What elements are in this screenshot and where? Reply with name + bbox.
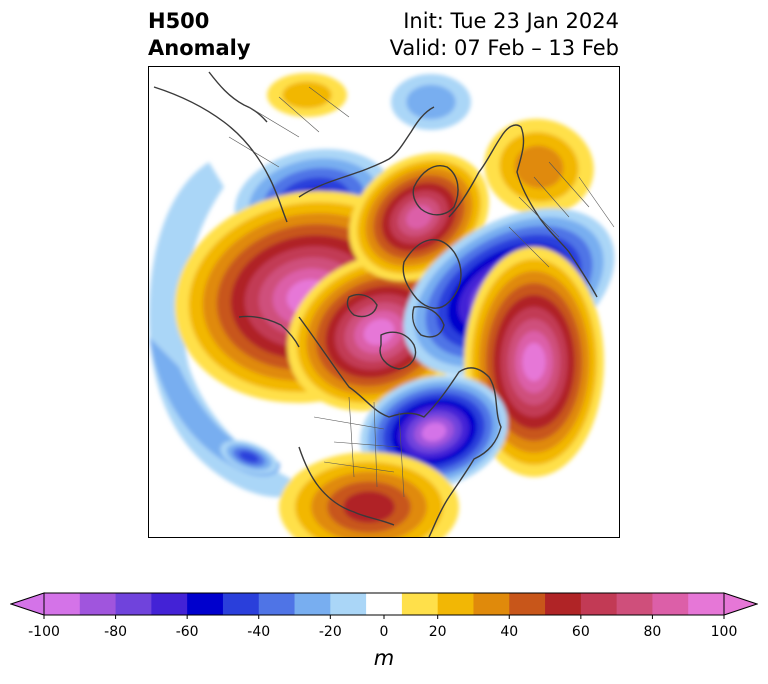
scandinavia-ridge-band bbox=[406, 205, 432, 229]
colorbar-segment bbox=[473, 593, 510, 615]
colorbar-low-extend bbox=[10, 592, 45, 616]
scandinavia-coast bbox=[412, 165, 459, 216]
greenland bbox=[402, 239, 462, 309]
colorbar-tick-label: 20 bbox=[428, 624, 447, 640]
map-canvas bbox=[149, 71, 615, 537]
colorbar-segment bbox=[258, 593, 296, 615]
colorbar-segment bbox=[509, 593, 546, 615]
border-lines-eu bbox=[508, 161, 615, 268]
siberia-coast bbox=[298, 106, 435, 198]
colorbar-segment bbox=[151, 593, 188, 615]
colorbar-tick-label: 80 bbox=[643, 624, 662, 640]
colorbar-segment bbox=[545, 593, 582, 615]
title-line-1: H500 bbox=[148, 9, 210, 33]
valid-range: Valid: 07 Feb – 13 Feb bbox=[389, 36, 619, 60]
mediterranean-ridge-band bbox=[514, 145, 564, 189]
colorbar-segment bbox=[79, 593, 117, 615]
north-atlantic-ridge-band bbox=[522, 342, 546, 382]
chart-title-block: H500 Anomaly bbox=[148, 8, 251, 62]
mexico-coast bbox=[298, 446, 395, 526]
colorbar-segment bbox=[437, 593, 474, 615]
colorbar-segment bbox=[580, 593, 618, 615]
colorbar-segment bbox=[115, 593, 152, 615]
colorbar-tick-label: -100 bbox=[28, 624, 60, 640]
arctic-islands bbox=[346, 293, 378, 318]
southern-us-ridge-band bbox=[343, 491, 395, 523]
hudson-bay bbox=[379, 331, 417, 370]
anomaly-map bbox=[148, 66, 620, 538]
europe-coast bbox=[448, 124, 598, 298]
colorbar-segment bbox=[401, 593, 439, 615]
north-america-coast bbox=[298, 316, 502, 537]
baffin-island bbox=[412, 305, 445, 338]
colorbar bbox=[10, 592, 758, 619]
colorbar-segment bbox=[652, 593, 689, 615]
colorbar-tick-label: 40 bbox=[500, 624, 519, 640]
title-line-2: Anomaly bbox=[148, 36, 251, 60]
country-borders bbox=[228, 86, 615, 498]
central-asia-ridge-band bbox=[282, 81, 332, 109]
border-lines-asia bbox=[228, 86, 350, 168]
colorbar-segment bbox=[616, 593, 653, 615]
colorbar-unit-label: m bbox=[373, 646, 395, 670]
coastlines bbox=[153, 71, 598, 537]
colorbar-tick-labels: -100 -80 -60 -40 -20 0 20 40 60 80 100 bbox=[0, 620, 768, 650]
asia-coast bbox=[153, 86, 288, 223]
anomaly-shading bbox=[149, 73, 615, 537]
colorbar-tick-label: -80 bbox=[104, 624, 128, 640]
colorbar-tick-label: -60 bbox=[175, 624, 199, 640]
forecast-info-block: Init: Tue 23 Jan 2024 Valid: 07 Feb – 13… bbox=[390, 8, 619, 62]
colorbar-segment bbox=[44, 593, 81, 615]
border-lines-na bbox=[313, 396, 405, 498]
colorbar-tick-label: -40 bbox=[247, 624, 271, 640]
colorbar-segment bbox=[330, 593, 367, 615]
init-date: Init: Tue 23 Jan 2024 bbox=[403, 9, 619, 33]
north-pacific-trough-band bbox=[239, 451, 259, 463]
colorbar-high-extend bbox=[723, 592, 758, 616]
colorbar-tick-label: 60 bbox=[571, 624, 590, 640]
arctic-siberia-ridge-2-band bbox=[363, 318, 395, 346]
eastern-north-america-trough-band bbox=[421, 422, 447, 442]
alaska-coast bbox=[238, 315, 300, 348]
colorbar-tick-label: 0 bbox=[379, 624, 389, 640]
colorbar-tick-label: 100 bbox=[710, 624, 738, 640]
japan-coast bbox=[208, 71, 268, 123]
colorbar-tick-label: -20 bbox=[318, 624, 342, 640]
colorbar-segment bbox=[366, 593, 403, 615]
colorbar-segment bbox=[688, 593, 725, 615]
colorbar-segment bbox=[222, 593, 260, 615]
colorbar-segment bbox=[294, 593, 331, 615]
east-asia-negative-band bbox=[406, 84, 456, 120]
colorbar-segment bbox=[187, 593, 224, 615]
